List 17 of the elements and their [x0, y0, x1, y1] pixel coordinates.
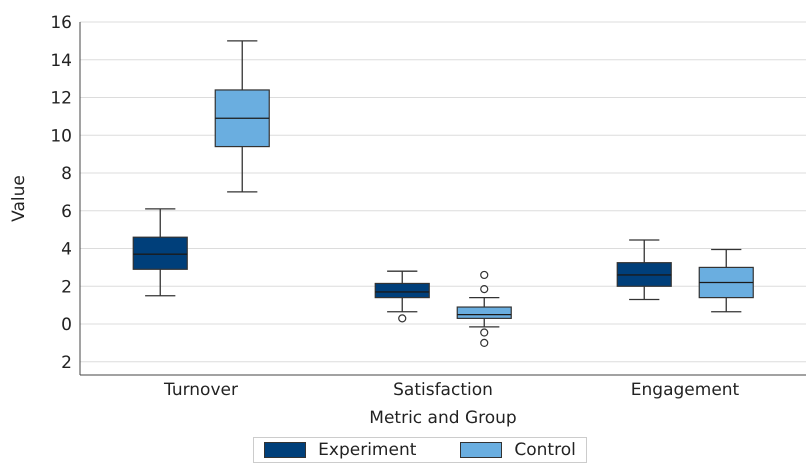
- y-tick-label: 12: [50, 88, 72, 109]
- legend-label: Control: [513, 440, 576, 460]
- y-tick-label: 0: [61, 315, 72, 336]
- y-tick-label: 4: [61, 240, 72, 260]
- y-tick-label: 10: [50, 126, 72, 146]
- legend-label: Experiment: [317, 440, 416, 460]
- x-tick-label: Satisfaction: [393, 380, 493, 400]
- y-tick-label: 8: [61, 164, 72, 184]
- y-tick-label: 2: [61, 352, 72, 373]
- x-tick-label: Engagement: [630, 380, 740, 400]
- y-tick-label: 2: [61, 277, 72, 298]
- x-axis-title: Metric and Group: [369, 408, 517, 428]
- y-axis-title: Value: [9, 175, 30, 222]
- y-tick-label: 6: [61, 202, 72, 222]
- x-tick-label: Turnover: [163, 380, 238, 400]
- y-tick-label: 14: [50, 50, 72, 71]
- y-tick-label: 16: [50, 13, 72, 34]
